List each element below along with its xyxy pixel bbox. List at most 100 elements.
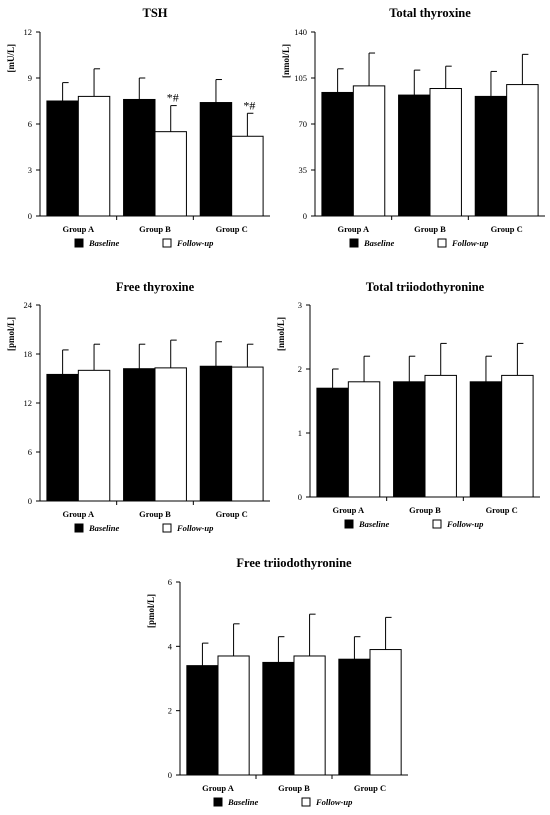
legend-label-baseline: Baseline bbox=[88, 238, 119, 248]
y-tick-label: 0 bbox=[303, 211, 307, 221]
x-tick-label: Group C bbox=[216, 224, 248, 234]
bar-followup-3 bbox=[231, 135, 264, 217]
bar-followup-2 bbox=[154, 367, 187, 502]
y-tick-label: 2 bbox=[298, 364, 302, 374]
legend-label-baseline: Baseline bbox=[227, 797, 258, 807]
x-tick-label: Group C bbox=[491, 224, 523, 234]
bar-baseline-2 bbox=[123, 98, 156, 217]
chart-panel-3: Free thyroxine [pmol/L] 0 6 12 18 24 Group A Gro… bbox=[6, 280, 270, 533]
x-tick-label: Group C bbox=[486, 505, 518, 515]
y-tick-label: 1 bbox=[298, 428, 302, 438]
legend-label-followup: Follow-up bbox=[176, 238, 213, 248]
legend-label-followup: Follow-up bbox=[451, 238, 488, 248]
bar-followup-1 bbox=[352, 85, 386, 217]
y-tick-label: 6 bbox=[28, 119, 32, 129]
y-tick-label: 4 bbox=[168, 641, 173, 651]
chart-title: Total triiodothyronine bbox=[366, 280, 485, 294]
chart-panel-2: Total thyroxine [nmol/L] 0 35 70 105 140 Group … bbox=[281, 6, 545, 248]
y-tick-label: 105 bbox=[294, 73, 307, 83]
bar-followup-3 bbox=[506, 84, 539, 217]
legend-swatch-baseline bbox=[74, 238, 84, 248]
y-axis-label: [mU/L] bbox=[6, 44, 16, 73]
legend-swatch-followup bbox=[437, 238, 447, 248]
x-tick-label: Group B bbox=[278, 783, 310, 793]
bar-followup-1 bbox=[77, 369, 111, 502]
bar-followup-2 bbox=[429, 88, 462, 217]
legend-swatch-baseline bbox=[349, 238, 359, 248]
legend-swatch-followup bbox=[432, 519, 442, 529]
x-tick-label: Group A bbox=[337, 224, 370, 234]
bar-followup-3 bbox=[369, 649, 402, 776]
chart-title: Free triiodothyronine bbox=[236, 556, 352, 570]
bar-baseline-3 bbox=[199, 365, 233, 502]
x-tick-label: Group A bbox=[332, 505, 365, 515]
legend-swatch-baseline bbox=[74, 523, 84, 533]
chart-title: Total thyroxine bbox=[389, 6, 471, 20]
bar-baseline-3 bbox=[199, 102, 233, 217]
significance-marker: *# bbox=[167, 91, 179, 105]
x-tick-label: Group C bbox=[354, 783, 386, 793]
bar-baseline-3 bbox=[474, 95, 508, 217]
bar-baseline-1 bbox=[321, 91, 354, 217]
chart-panel-5: Free triiodothyronine [pmol/L] 0 2 4 6 Group A… bbox=[146, 556, 408, 807]
y-tick-label: 35 bbox=[299, 165, 308, 175]
y-tick-label: 24 bbox=[24, 300, 33, 310]
y-tick-label: 0 bbox=[28, 496, 32, 506]
bar-baseline-3 bbox=[338, 658, 371, 776]
bar-baseline-2 bbox=[123, 368, 156, 502]
bar-followup-3 bbox=[501, 374, 534, 498]
bar-followup-2 bbox=[293, 655, 326, 776]
bar-baseline-1 bbox=[46, 373, 79, 502]
y-tick-label: 9 bbox=[28, 73, 32, 83]
chart-title: Free thyroxine bbox=[116, 280, 195, 294]
bar-followup-3 bbox=[231, 366, 264, 502]
legend-swatch-baseline bbox=[344, 519, 354, 529]
y-tick-label: 6 bbox=[28, 447, 32, 457]
y-tick-label: 3 bbox=[298, 300, 302, 310]
y-tick-label: 6 bbox=[168, 577, 172, 587]
x-tick-label: Group C bbox=[216, 509, 248, 519]
y-axis-label: [pmol/L] bbox=[146, 594, 156, 628]
chart-panel-1: TSH [mU/L] 0 3 6 9 12 Group A *# Group B *# Group C… bbox=[6, 6, 270, 248]
bar-baseline-2 bbox=[393, 381, 426, 498]
bar-baseline-3 bbox=[469, 381, 503, 498]
y-tick-label: 18 bbox=[24, 349, 33, 359]
y-axis-label: [nmol/L] bbox=[281, 44, 291, 78]
legend-label-baseline: Baseline bbox=[363, 238, 394, 248]
x-tick-label: Group A bbox=[62, 224, 95, 234]
y-tick-label: 3 bbox=[28, 165, 32, 175]
bar-followup-1 bbox=[77, 95, 111, 217]
bar-followup-1 bbox=[347, 381, 381, 498]
legend-swatch-baseline bbox=[213, 797, 223, 807]
bar-followup-2 bbox=[424, 374, 457, 498]
bar-baseline-1 bbox=[46, 100, 79, 217]
x-tick-label: Group B bbox=[139, 509, 171, 519]
legend-label-baseline: Baseline bbox=[88, 523, 119, 533]
bar-followup-1 bbox=[217, 655, 250, 776]
bar-baseline-2 bbox=[262, 661, 295, 776]
bar-baseline-2 bbox=[398, 94, 431, 217]
y-tick-label: 0 bbox=[168, 770, 172, 780]
bar-followup-2 bbox=[154, 131, 187, 217]
y-tick-label: 0 bbox=[28, 211, 32, 221]
x-tick-label: Group B bbox=[139, 224, 171, 234]
x-tick-label: Group A bbox=[202, 783, 235, 793]
x-tick-label: Group B bbox=[409, 505, 441, 515]
legend-label-followup: Follow-up bbox=[176, 523, 213, 533]
legend-label-followup: Follow-up bbox=[315, 797, 352, 807]
y-tick-label: 2 bbox=[168, 706, 172, 716]
significance-marker: *# bbox=[243, 98, 255, 112]
y-axis-label: [nmol/L] bbox=[276, 317, 286, 351]
x-tick-label: Group A bbox=[62, 509, 95, 519]
y-axis-label: [pmol/L] bbox=[6, 317, 16, 351]
bar-baseline-1 bbox=[186, 665, 219, 776]
y-tick-label: 0 bbox=[298, 492, 302, 502]
legend-swatch-followup bbox=[301, 797, 311, 807]
legend-label-baseline: Baseline bbox=[358, 519, 389, 529]
y-tick-label: 12 bbox=[24, 27, 33, 37]
bar-baseline-1 bbox=[316, 387, 349, 498]
legend-label-followup: Follow-up bbox=[446, 519, 483, 529]
y-tick-label: 12 bbox=[24, 398, 33, 408]
